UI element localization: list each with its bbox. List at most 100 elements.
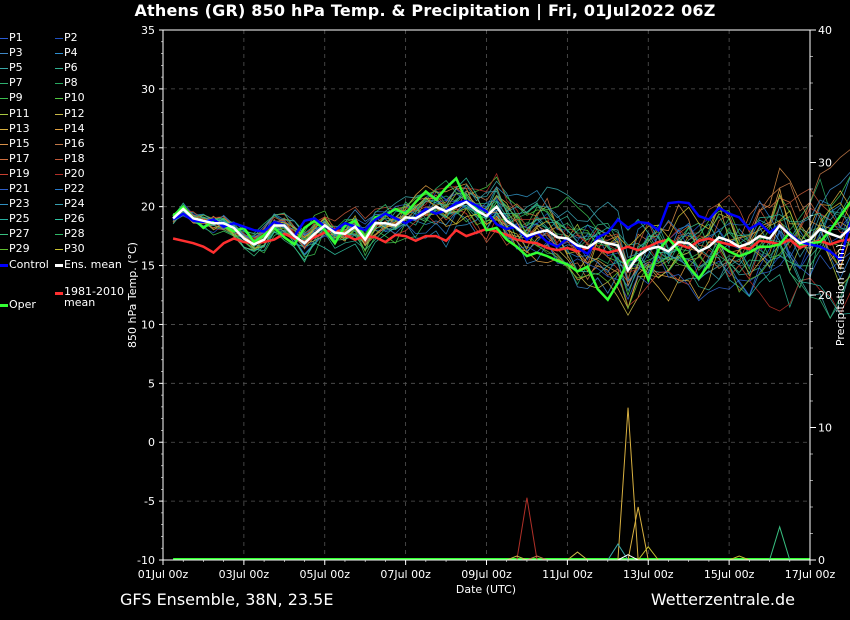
legend-label: Ens. mean xyxy=(64,258,122,271)
legend-swatch xyxy=(0,53,8,55)
legend-label: P21 xyxy=(9,182,30,195)
precip-spike xyxy=(627,506,649,561)
legend-label: P17 xyxy=(9,151,30,165)
legend-label: P1 xyxy=(9,31,23,44)
x-tick-label: 17Jul 00z xyxy=(785,568,836,581)
member-line-p9 xyxy=(172,175,850,273)
precip-layer xyxy=(173,407,810,561)
legend-swatch xyxy=(0,189,8,190)
legend-swatch xyxy=(0,304,8,307)
legend-swatch xyxy=(0,38,8,39)
legend-label: P13 xyxy=(9,121,30,135)
legend-swatch xyxy=(0,128,8,130)
precip-spike xyxy=(506,555,528,561)
member-line-p28 xyxy=(172,179,850,269)
oper-line xyxy=(172,176,850,302)
control-line xyxy=(172,199,850,262)
y2-tick-label: 10 xyxy=(818,422,832,435)
legend-label: P8 xyxy=(64,76,78,90)
main-series-layer xyxy=(172,176,850,302)
member-line-p14 xyxy=(172,183,850,310)
legend-label: P5 xyxy=(9,61,23,75)
y-tick-label: -5 xyxy=(144,495,155,508)
source-credit: Wetterzentrale.de xyxy=(650,590,795,609)
legend-swatch xyxy=(0,158,8,160)
x-tick-label: 13Jul 00z xyxy=(623,568,674,581)
y2-axis-label: Precipitation (mm) xyxy=(834,244,847,346)
y-tick-label: 35 xyxy=(141,24,155,37)
legend-label: P10 xyxy=(64,91,85,105)
legend-swatch xyxy=(0,83,8,85)
legend-swatch xyxy=(55,189,63,190)
member-line-p27 xyxy=(172,187,850,289)
member-line-p7 xyxy=(172,201,850,320)
y-axis-label: 850 hPa Temp. (°C) xyxy=(126,242,139,348)
legend-label: P9 xyxy=(9,91,23,105)
legend-swatch xyxy=(0,264,8,267)
precip-spike xyxy=(516,497,538,561)
ens-mean-line xyxy=(172,200,850,273)
legend-label: Control xyxy=(9,258,49,271)
y-tick-label: 25 xyxy=(141,142,155,155)
legend-swatch xyxy=(0,219,8,221)
legend-label: P26 xyxy=(64,212,85,226)
legend-label: P12 xyxy=(64,106,85,120)
member-line-p12 xyxy=(172,193,850,317)
legend-label: P3 xyxy=(9,46,23,60)
legend-swatch xyxy=(0,204,8,206)
x-tick-label: 03Jul 00z xyxy=(219,568,270,581)
precip-spike xyxy=(617,407,639,561)
legend-swatch xyxy=(0,143,8,145)
x-tick-label: 15Jul 00z xyxy=(704,568,755,581)
legend-label: P29 xyxy=(9,242,30,256)
model-info: GFS Ensemble, 38N, 23.5E xyxy=(120,590,334,609)
legend-label: 1981-2010 mean xyxy=(64,285,124,309)
x-tick-label: 07Jul 00z xyxy=(380,568,431,581)
precip-spike xyxy=(637,545,659,561)
legend-label: P11 xyxy=(9,106,30,120)
precip-spike xyxy=(607,543,629,561)
legend-swatch xyxy=(55,173,63,175)
y2-tick-label: 30 xyxy=(818,157,832,170)
x-tick-label: 05Jul 00z xyxy=(299,568,350,581)
legend-swatch xyxy=(0,68,8,70)
legend-swatch xyxy=(55,98,63,100)
y-tick-label: 10 xyxy=(141,318,155,331)
y2-tick-label: 40 xyxy=(818,24,832,37)
legend-swatch xyxy=(0,234,8,236)
legend-swatch xyxy=(55,219,63,221)
legend-swatch xyxy=(55,38,63,39)
legend-swatch xyxy=(55,264,63,267)
legend-swatch xyxy=(55,68,63,70)
legend-swatch xyxy=(55,113,63,115)
legend-label: P18 xyxy=(64,151,85,165)
legend-swatch xyxy=(55,292,63,295)
legend-label: P23 xyxy=(9,197,30,211)
axes-layer: 35 30 25 20 15 10 5 0 -5 -10 40 30 20 10 0 01Jul 00z 03J… xyxy=(137,24,835,581)
member-line-p21 xyxy=(172,200,850,302)
precip-spike xyxy=(567,551,588,561)
legend-label: P15 xyxy=(9,136,30,150)
legend-label: P6 xyxy=(64,61,78,75)
x-axis-label: Date (UTC) xyxy=(456,583,516,596)
x-tick-label: 09Jul 00z xyxy=(461,568,512,581)
y-tick-label: 20 xyxy=(141,201,155,214)
legend-label: P24 xyxy=(64,197,85,211)
legend-swatch xyxy=(55,204,63,206)
precip-spike xyxy=(728,555,750,561)
grid-layer xyxy=(163,29,810,561)
legend-swatch xyxy=(0,113,8,115)
legend-swatch xyxy=(55,53,63,55)
y-tick-label: 30 xyxy=(141,83,155,96)
legend-swatch xyxy=(55,83,63,85)
legend-swatch xyxy=(55,234,63,236)
y2-tick-label: 0 xyxy=(818,554,825,567)
chart-title: Athens (GR) 850 hPa Temp. & Precipitatio… xyxy=(134,1,716,20)
legend-label: P20 xyxy=(64,166,85,180)
legend-label: P27 xyxy=(9,227,30,241)
legend-swatch xyxy=(55,249,63,251)
precip-spike xyxy=(617,554,639,561)
precip-spike xyxy=(526,555,548,561)
legend-label: P30 xyxy=(64,242,85,256)
